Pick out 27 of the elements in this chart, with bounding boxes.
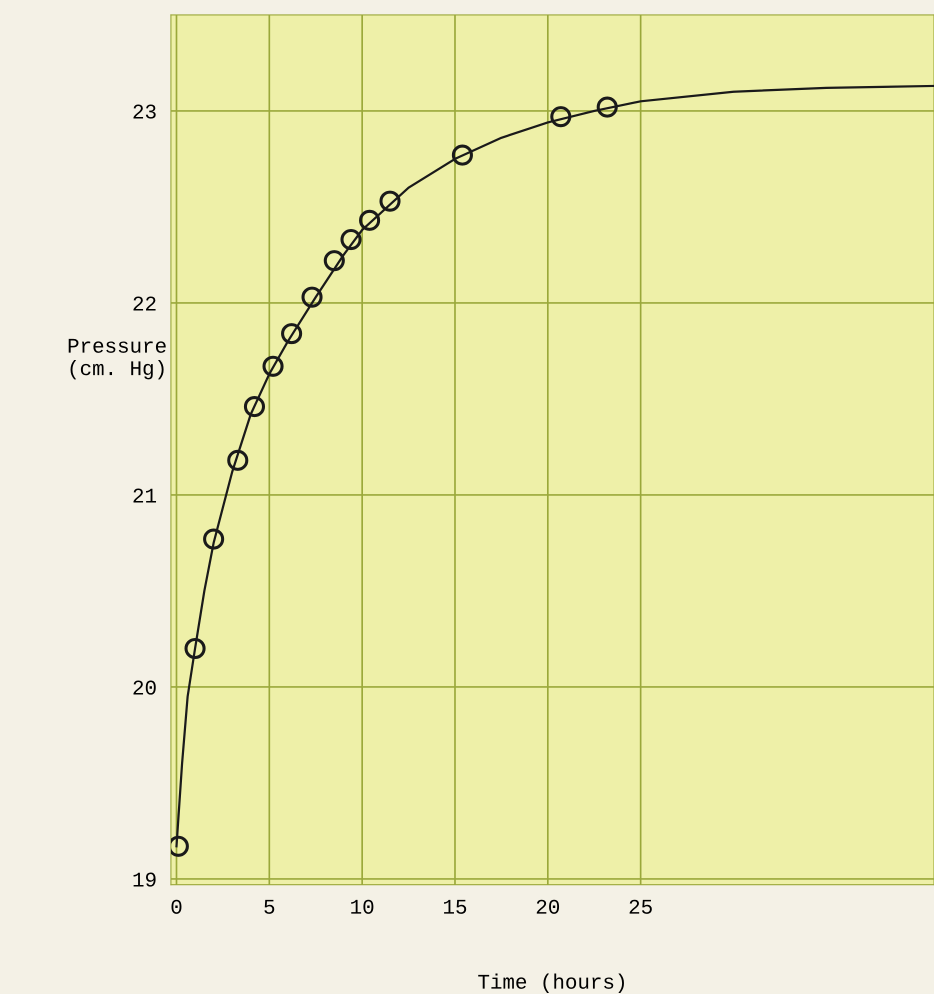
x-tick-label: 20 <box>536 900 560 914</box>
y-tick-label: 19 <box>134 872 156 887</box>
x-axis-title: Time (hours) <box>478 974 624 993</box>
y-tick-label: 22 <box>133 296 156 310</box>
point <box>359 210 380 231</box>
point <box>340 228 362 250</box>
y-tick-label: 20 <box>133 680 156 695</box>
point <box>244 396 266 418</box>
x-tick-label: 0 <box>172 900 182 914</box>
y-tick-label: 21 <box>133 488 156 502</box>
point <box>227 450 248 471</box>
x-tick-label: 10 <box>351 900 374 914</box>
point <box>596 96 618 118</box>
point <box>301 286 323 308</box>
point <box>203 528 224 550</box>
point <box>184 638 206 660</box>
y-tick-label: 23 <box>133 104 156 119</box>
point <box>262 356 284 377</box>
point <box>550 106 572 128</box>
y-axis-title: Pressure (cm. Hg) <box>68 338 166 380</box>
point <box>379 190 401 212</box>
x-tick-label: 15 <box>444 900 466 914</box>
point <box>281 323 302 344</box>
x-tick-label: 5 <box>264 900 274 914</box>
x-tick-label: 25 <box>630 900 652 914</box>
point <box>324 250 345 272</box>
point <box>452 144 473 166</box>
